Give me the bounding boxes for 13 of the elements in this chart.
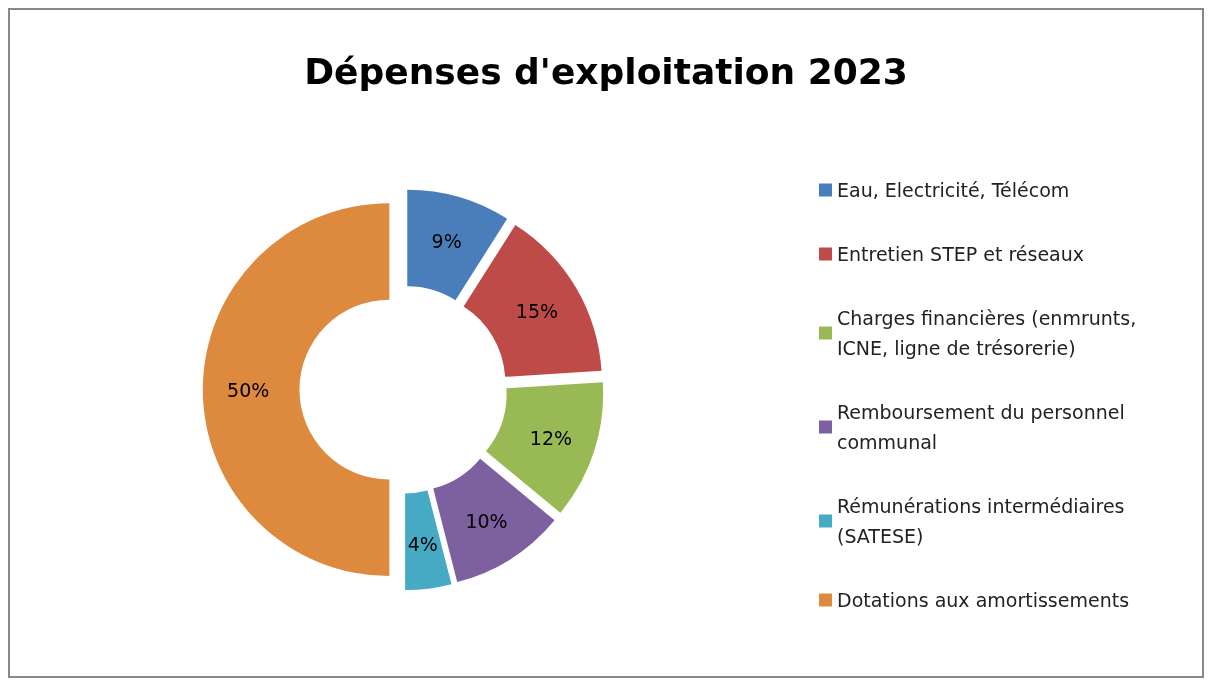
data-label: 10% [465,509,508,532]
legend-label: Charges financières (enmrunts, ICNE, ligne de trésorerie) [837,307,1143,359]
data-label: 50% [227,378,270,401]
legend-label: Dotations aux amortissements [837,589,1130,611]
data-label: 12% [529,426,573,449]
legend-label: Eau, Electricité, Télécom [837,179,1070,201]
legend-label: Entretien STEP et réseaux [837,243,1085,265]
data-label: 4% [407,532,438,555]
legend-label: Remboursement du personnel communal [837,401,1131,453]
legend-label: Rémunérations intermédiaires (SATESE) [837,495,1131,547]
chart-title: Dépenses d'exploitation 2023 [304,50,908,92]
data-label: 15% [515,299,559,322]
data-label: 9% [431,229,462,252]
